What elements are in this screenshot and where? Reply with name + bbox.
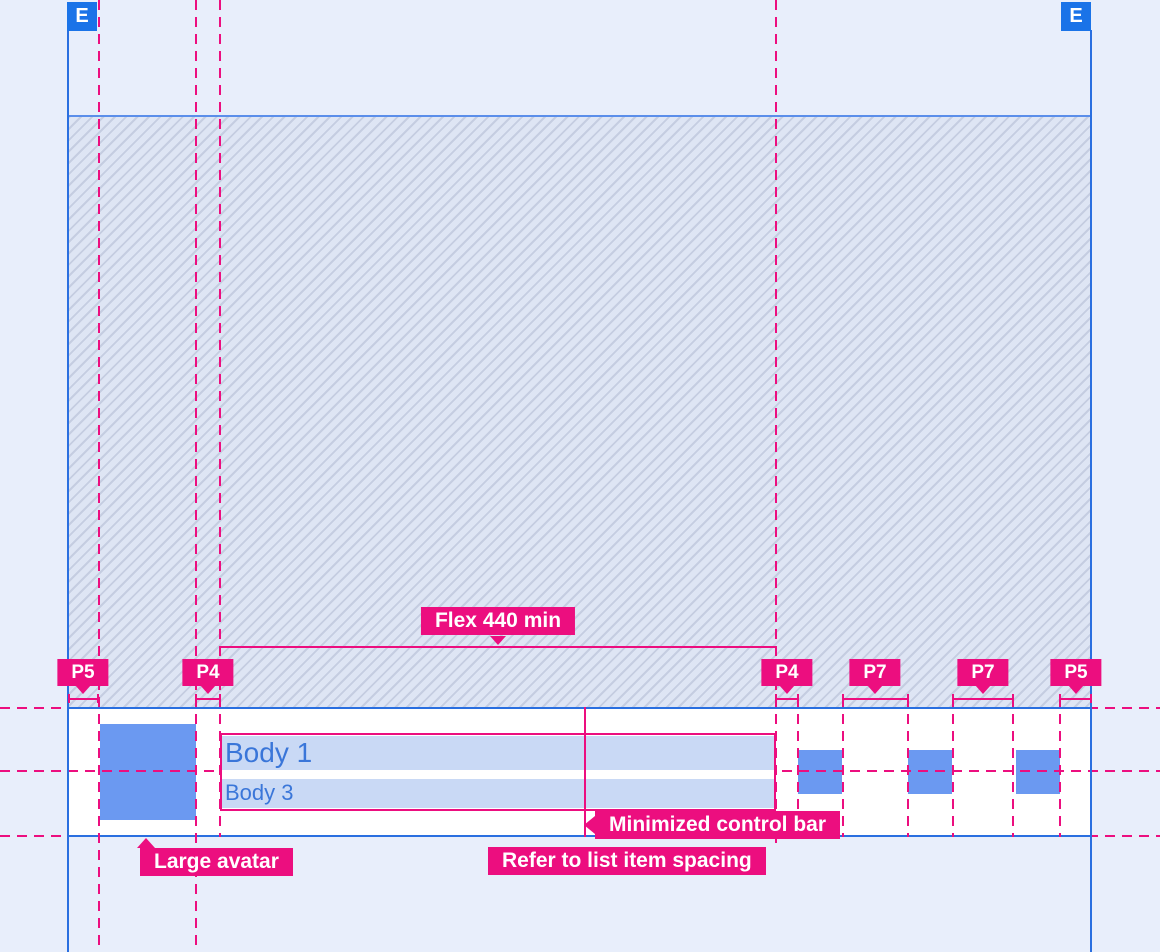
hatched-flex-region (68, 115, 1092, 707)
padding-arrow-icon (867, 685, 883, 694)
padding-arrow-icon (1068, 685, 1084, 694)
edge-keyline-right (1090, 30, 1092, 952)
span-tick (97, 694, 99, 703)
span-tick (842, 694, 844, 703)
span-tick (797, 694, 799, 703)
padding-badge-p5-right: P5 (1050, 659, 1102, 686)
vertical-guide-sq1-left (797, 697, 799, 837)
vertical-guide-text-left (219, 0, 221, 837)
flex-bracket-tick-left (219, 646, 221, 655)
vertical-guide-sq3-right (1059, 697, 1061, 837)
vertical-guide-sq2-left (907, 697, 909, 837)
minimized-bar-arrow-icon (584, 816, 595, 834)
span-tick (1012, 694, 1014, 703)
span-tick (1090, 694, 1092, 703)
vertical-guide-sq2-right (952, 697, 954, 837)
span-bracket-p4-left (195, 698, 221, 700)
padding-arrow-icon (779, 685, 795, 694)
span-tick (775, 694, 777, 703)
text-block: Body 1 Body 3 (220, 733, 776, 811)
edge-marker-right: E (1061, 2, 1091, 31)
span-tick (1059, 694, 1061, 703)
vertical-guide-sq1-right (842, 697, 844, 837)
body3-row[interactable]: Body 3 (222, 779, 774, 808)
span-bracket-p4-right (775, 698, 799, 700)
flex-bracket-tick-right (775, 646, 777, 655)
padding-badge-p4-left: P4 (182, 659, 234, 686)
padding-arrow-icon (200, 685, 216, 694)
large-avatar-arrow-icon (137, 838, 155, 848)
control-action-3[interactable] (1016, 750, 1060, 794)
vertical-guide-avatar-left (98, 0, 100, 952)
span-tick (907, 694, 909, 703)
span-bracket-p5-right (1059, 698, 1092, 700)
vertical-guide-control-bar-pointer (584, 707, 586, 837)
span-bracket-p7-a (842, 698, 909, 700)
large-avatar[interactable] (100, 724, 196, 820)
padding-arrow-icon (975, 685, 991, 694)
span-tick (219, 694, 221, 703)
vertical-guide-text-right (775, 0, 777, 847)
span-tick (195, 694, 197, 703)
padding-badge-p7-b: P7 (957, 659, 1009, 686)
span-tick (68, 694, 70, 703)
span-bracket-p7-b (952, 698, 1014, 700)
span-tick (952, 694, 954, 703)
flex-bracket (219, 646, 777, 648)
vertical-guide-sq3-left (1012, 697, 1014, 837)
edge-marker-left: E (67, 2, 97, 31)
edge-keyline-left (67, 30, 69, 952)
flex-badge-arrow-icon (490, 636, 506, 645)
minimized-bar-callout: Minimized control bar (595, 811, 841, 839)
large-avatar-callout: Large avatar (140, 848, 293, 876)
control-action-1[interactable] (798, 750, 842, 794)
span-bracket-p5-left (68, 698, 99, 700)
padding-badge-p4-right: P4 (761, 659, 813, 686)
flex-badge: Flex 440 min (420, 607, 576, 635)
padding-arrow-icon (75, 685, 91, 694)
vertical-guide-avatar-right (195, 0, 197, 952)
control-action-2[interactable] (908, 750, 952, 794)
padding-badge-p7-a: P7 (849, 659, 901, 686)
list-spacing-callout: Refer to list item spacing (488, 847, 766, 875)
padding-badge-p5-left: P5 (57, 659, 109, 686)
body1-row[interactable]: Body 1 (222, 736, 774, 770)
